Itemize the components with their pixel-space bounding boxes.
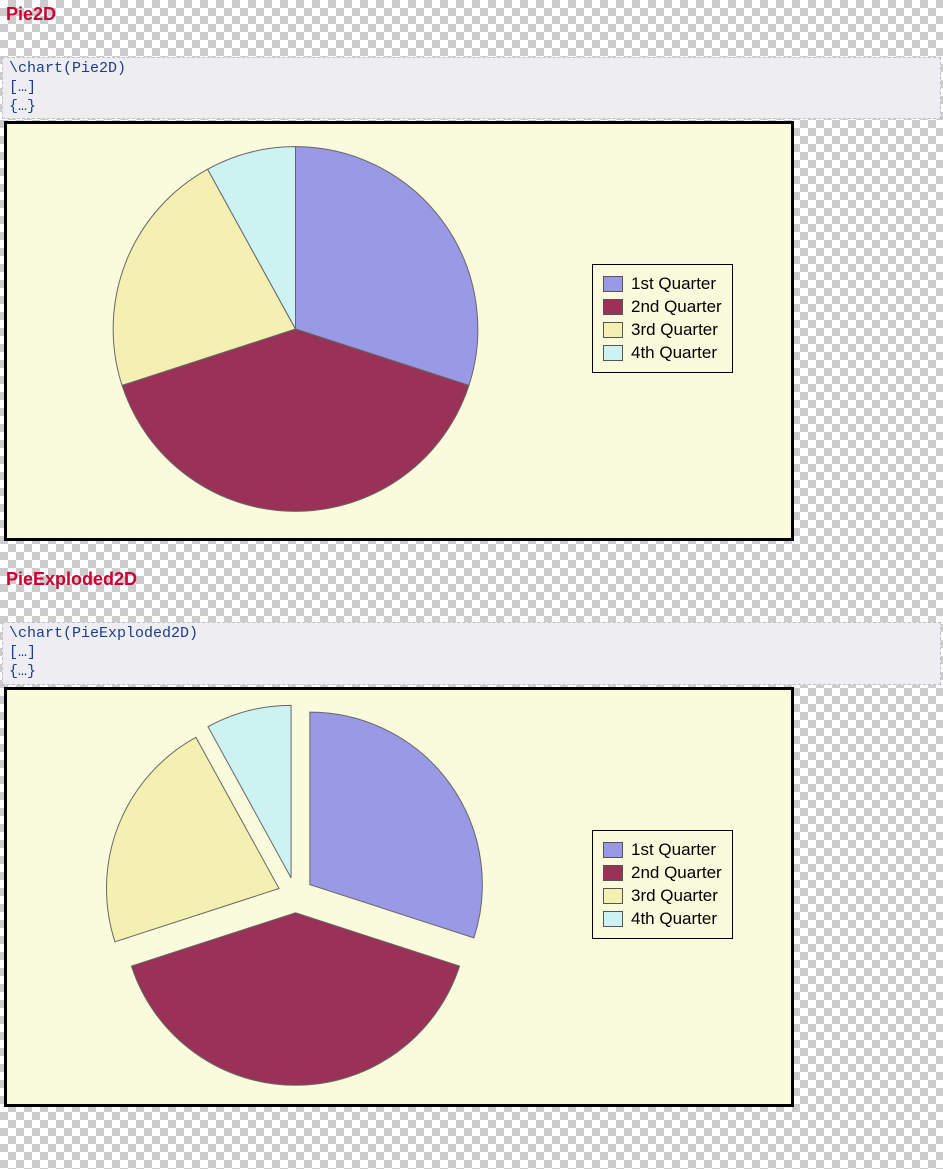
code-block-pieexploded2d: \chart(PieExploded2D) […] {…} <box>2 622 941 684</box>
legend-pieexploded2d: 1st Quarter 2nd Quarter 3rd Quarter 4th Qua… <box>592 830 733 939</box>
legend-label: 1st Quarter <box>631 840 716 860</box>
legend-row: 3rd Quarter <box>603 886 722 906</box>
legend-row: 4th Quarter <box>603 343 722 363</box>
chart-pieexploded2d: 1st Quarter 2nd Quarter 3rd Quarter 4th Qua… <box>4 687 794 1107</box>
legend-swatch <box>603 888 623 904</box>
legend-label: 4th Quarter <box>631 909 717 929</box>
legend-swatch <box>603 299 623 315</box>
section-title-pieexploded2d: PieExploded2D <box>0 565 943 592</box>
pie-slice-0 <box>310 712 483 938</box>
pie-slice-1 <box>131 912 459 1084</box>
chart-pie2d: 1st Quarter 2nd Quarter 3rd Quarter 4th Qua… <box>4 121 794 541</box>
legend-row: 1st Quarter <box>603 840 722 860</box>
legend-pie2d: 1st Quarter 2nd Quarter 3rd Quarter 4th Qua… <box>592 264 733 373</box>
legend-swatch <box>603 345 623 361</box>
legend-row: 4th Quarter <box>603 909 722 929</box>
legend-row: 2nd Quarter <box>603 297 722 317</box>
code-block-pie2d: \chart(Pie2D) […] {…} <box>2 57 941 119</box>
legend-label: 2nd Quarter <box>631 863 722 883</box>
spacer <box>0 551 943 565</box>
legend-swatch <box>603 322 623 338</box>
legend-row: 3rd Quarter <box>603 320 722 340</box>
legend-label: 2nd Quarter <box>631 297 722 317</box>
legend-label: 4th Quarter <box>631 343 717 363</box>
legend-swatch <box>603 842 623 858</box>
legend-label: 3rd Quarter <box>631 320 718 340</box>
legend-label: 1st Quarter <box>631 274 716 294</box>
legend-swatch <box>603 911 623 927</box>
section-title-pie2d: Pie2D <box>0 0 943 27</box>
legend-swatch <box>603 865 623 881</box>
legend-row: 1st Quarter <box>603 274 722 294</box>
legend-label: 3rd Quarter <box>631 886 718 906</box>
legend-row: 2nd Quarter <box>603 863 722 883</box>
legend-swatch <box>603 276 623 292</box>
